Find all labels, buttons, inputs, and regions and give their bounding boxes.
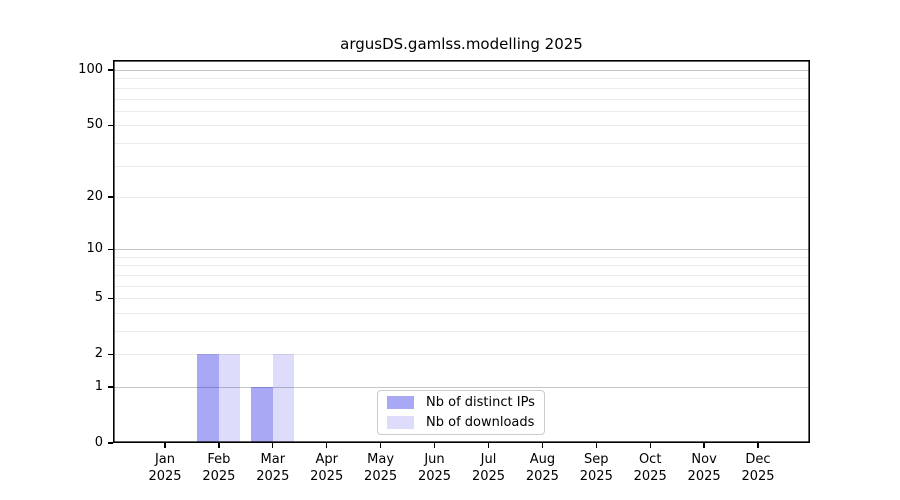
- x-tick-label-may: May 2025: [349, 451, 413, 485]
- x-tick-mark: [541, 443, 543, 448]
- y-tick-label-50: 50: [86, 117, 103, 133]
- gridline-minor: [113, 265, 810, 267]
- x-tick-label-feb: Feb 2025: [187, 451, 251, 485]
- x-tick-mark: [272, 443, 274, 448]
- gridline-minor: [113, 256, 810, 258]
- bar-downloads-mar: [272, 354, 295, 443]
- chart-title: argusDS.gamlss.modelling 2025: [340, 35, 583, 53]
- legend-swatch-downloads: [387, 416, 414, 429]
- y-tick-mark: [108, 297, 113, 299]
- y-tick-mark: [108, 386, 113, 388]
- y-tick-label-10: 10: [86, 241, 103, 257]
- gridline-minor: [113, 142, 810, 144]
- legend-item-downloads: Nb of downloads: [378, 414, 544, 431]
- x-tick-year: 2025: [633, 469, 667, 484]
- y-tick-mark: [108, 196, 113, 198]
- gridline-minor: [113, 78, 810, 80]
- y-tick-mark: [108, 124, 113, 126]
- x-tick-label-aug: Aug 2025: [510, 451, 574, 485]
- x-tick-year: 2025: [148, 469, 182, 484]
- y-tick-label-0: 0: [94, 435, 103, 450]
- gridline-major: [113, 70, 810, 72]
- x-tick-label-dec: Dec 2025: [726, 451, 790, 485]
- gridline-major: [113, 249, 810, 251]
- x-tick-month: Aug: [529, 452, 556, 467]
- x-tick-year: 2025: [525, 469, 559, 484]
- x-tick-mark: [433, 443, 436, 448]
- x-tick-label-oct: Oct 2025: [618, 451, 682, 485]
- x-tick-month: May: [367, 452, 395, 467]
- x-tick-month: Jul: [480, 452, 497, 467]
- x-tick-mark: [164, 443, 166, 448]
- x-tick-month: Apr: [315, 452, 338, 467]
- x-tick-label-apr: Apr 2025: [295, 451, 359, 485]
- x-tick-mark: [380, 443, 382, 448]
- x-tick-label-nov: Nov 2025: [672, 451, 736, 485]
- gridline-minor: [113, 196, 810, 198]
- x-tick-label-jul: Jul 2025: [457, 451, 521, 485]
- x-tick-year: 2025: [741, 469, 775, 484]
- x-tick-year: 2025: [687, 469, 721, 484]
- x-tick-year: 2025: [256, 469, 290, 484]
- x-tick-label-jun: Jun 2025: [403, 451, 467, 485]
- x-tick-month: Oct: [638, 452, 662, 467]
- x-tick-year: 2025: [310, 469, 344, 484]
- gridline-minor: [113, 312, 810, 314]
- y-tick-mark: [108, 353, 113, 355]
- x-tick-mark: [595, 443, 597, 448]
- y-tick-label-5: 5: [94, 290, 103, 306]
- gridline-minor: [113, 98, 810, 100]
- legend-label-distinct-ips: Nb of distinct IPs: [426, 395, 535, 410]
- x-tick-month: Nov: [691, 452, 717, 467]
- legend-swatch-distinct-ips: [387, 396, 414, 409]
- gridline-minor: [113, 285, 810, 287]
- x-tick-year: 2025: [579, 469, 613, 484]
- y-tick-mark: [108, 442, 113, 444]
- x-tick-mark: [487, 443, 490, 448]
- y-tick-label-100: 100: [78, 62, 103, 77]
- x-tick-month: Sep: [584, 452, 609, 467]
- x-tick-mark: [757, 443, 759, 448]
- y-tick-mark: [108, 69, 113, 71]
- x-tick-mark: [218, 443, 220, 448]
- x-tick-month: Mar: [260, 452, 286, 467]
- gridline-minor: [113, 354, 810, 356]
- x-tick-label-sep: Sep 2025: [564, 451, 628, 485]
- y-tick-label-1: 1: [94, 379, 103, 394]
- x-tick-month: Jan: [154, 452, 176, 467]
- x-tick-mark: [326, 443, 328, 448]
- x-tick-mark: [649, 443, 651, 448]
- gridline-minor: [113, 274, 810, 276]
- bar-downloads-feb: [218, 354, 241, 443]
- x-tick-month: Feb: [207, 452, 231, 467]
- x-tick-year: 2025: [471, 469, 506, 484]
- x-tick-year: 2025: [202, 469, 236, 484]
- x-tick-month: Dec: [745, 452, 771, 467]
- gridline-minor: [113, 298, 810, 300]
- legend-item-distinct-ips: Nb of distinct IPs: [378, 394, 544, 411]
- x-tick-year: 2025: [364, 469, 398, 484]
- y-tick-label-20: 20: [86, 188, 103, 204]
- legend-label-downloads: Nb of downloads: [426, 415, 535, 430]
- y-tick-label-2: 2: [94, 346, 103, 362]
- bar-distinct-ips-mar: [251, 387, 273, 443]
- gridline-minor: [113, 87, 810, 89]
- x-tick-label-jan: Jan 2025: [133, 451, 197, 485]
- x-tick-month: Jun: [424, 452, 445, 467]
- x-tick-label-mar: Mar 2025: [241, 451, 305, 485]
- gridline-minor: [113, 125, 810, 127]
- x-tick-year: 2025: [417, 469, 452, 484]
- gridline-minor: [113, 165, 810, 167]
- y-tick-mark: [108, 248, 113, 250]
- gridline-minor: [113, 331, 810, 332]
- gridline-major: [113, 387, 810, 389]
- gridline-minor: [113, 110, 810, 112]
- x-tick-mark: [703, 443, 705, 448]
- bar-distinct-ips-feb: [197, 354, 219, 443]
- legend-box: Nb of distinct IPs Nb of downloads: [377, 390, 545, 435]
- plot-area: Jan 2025 Feb 2025 Mar 2025 Apr 2025 May 2025 Jun 20…: [78, 60, 810, 484]
